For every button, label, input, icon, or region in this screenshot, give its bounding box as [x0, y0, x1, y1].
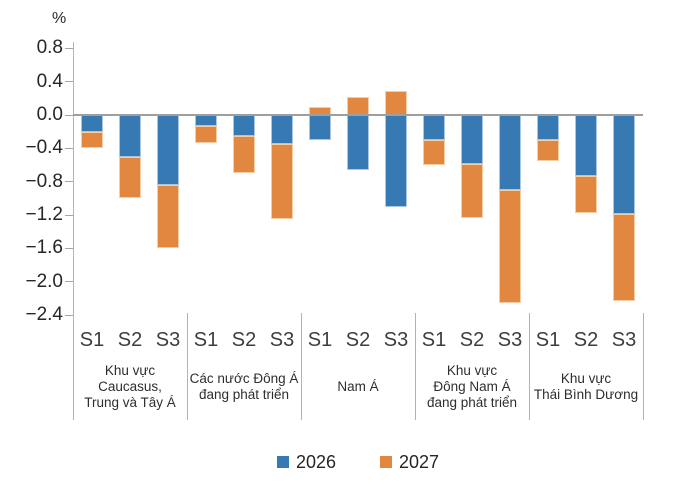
scenario-label: S3	[497, 329, 523, 351]
bar-2026-segment	[537, 115, 559, 140]
group-label-line: đang phát triển	[426, 395, 518, 410]
bar-2026-segment	[81, 115, 103, 132]
y-tick-mark	[65, 247, 73, 249]
y-tick-label: −0.8	[25, 170, 63, 192]
y-tick-label: −0.4	[25, 137, 63, 159]
y-tick-label: −2.0	[25, 270, 63, 292]
bar-2027-segment	[537, 140, 559, 161]
scenario-label: S2	[231, 329, 257, 351]
legend-swatch-2027	[380, 456, 392, 468]
y-tick-label: 0.4	[36, 70, 63, 92]
bar-2027-segment	[157, 185, 179, 248]
bar-2026-segment	[461, 115, 483, 165]
scenario-label: S1	[307, 329, 333, 351]
group-label: Khu vực Caucasus, Trung và Tây Á	[73, 356, 187, 418]
y-tick-mark	[65, 181, 73, 183]
y-axis-line	[73, 42, 74, 420]
bar-2026-segment	[233, 115, 255, 136]
scenario-label: S1	[193, 329, 219, 351]
bar-2026-segment	[423, 115, 445, 140]
scenario-label: S2	[573, 329, 599, 351]
legend-label: 2027	[399, 452, 440, 472]
y-tick-mark	[65, 81, 73, 83]
bar-2027-segment	[423, 140, 445, 165]
bar-2026-segment	[157, 115, 179, 186]
scenario-label: S1	[535, 329, 561, 351]
bar-2027-segment	[233, 135, 255, 174]
bar-2027-segment	[271, 144, 293, 220]
y-tick-label: −1.2	[25, 204, 63, 226]
scenario-label: S2	[117, 329, 143, 351]
group-separator-line	[643, 313, 644, 420]
group-label: Khu vực Thái Bình Dương	[529, 356, 643, 418]
group-label-line: Nam Á	[337, 379, 379, 394]
bar-2027-segment	[195, 125, 217, 143]
group-label-line: đang phát triển	[198, 387, 290, 402]
bar-2026-segment	[499, 115, 521, 191]
bar-2027-segment	[81, 131, 103, 149]
y-tick-mark	[65, 147, 73, 149]
scenario-label: S3	[269, 329, 295, 351]
group-label-line: Khu vực	[446, 363, 498, 378]
bar-2027-segment	[499, 190, 521, 303]
group-label-line: Khu vực	[560, 371, 612, 386]
bar-2027-segment	[575, 175, 597, 214]
y-tick-mark	[65, 314, 73, 316]
group-label-line: Trung và Tây Á	[84, 395, 176, 410]
legend: 2026 2027	[73, 452, 643, 472]
bar-2026-segment	[195, 115, 217, 126]
group-label-line: Đông Nam Á	[433, 379, 511, 394]
group-label-line: Caucasus,	[98, 379, 162, 394]
bar-2027-segment	[613, 214, 635, 301]
bar-2027-segment	[347, 96, 369, 115]
scenario-label: S2	[459, 329, 485, 351]
legend-item-2026: 2026	[276, 452, 336, 472]
scenario-label: S1	[79, 329, 105, 351]
group-label-line: Các nước Đông Á	[189, 371, 299, 386]
y-axis-unit-label: %	[52, 10, 67, 27]
scenario-label: S3	[155, 329, 181, 351]
y-tick-mark	[65, 281, 73, 283]
y-tick-label: −2.4	[25, 304, 63, 326]
scenario-label: S1	[421, 329, 447, 351]
y-tick-mark	[65, 214, 73, 216]
group-label: Nam Á	[301, 356, 415, 418]
group-separator-line	[301, 313, 302, 420]
bar-2027-segment	[119, 156, 141, 199]
group-separator-line	[415, 313, 416, 420]
legend-label: 2026	[295, 452, 336, 472]
group-label-line: Thái Bình Dương	[533, 387, 639, 402]
scenario-label: S2	[345, 329, 371, 351]
bar-2026-segment	[385, 115, 407, 207]
legend-item-2027: 2027	[380, 452, 439, 472]
group-label-line: Khu vực	[104, 363, 156, 378]
bar-2027-segment	[385, 90, 407, 115]
y-tick-mark	[65, 47, 73, 49]
bar-2026-segment	[309, 115, 331, 140]
group-separator-line	[529, 313, 530, 420]
y-tick-mark	[65, 114, 73, 116]
scenario-label: S3	[611, 329, 637, 351]
scenario-label: S3	[383, 329, 409, 351]
bar-2026-segment	[271, 115, 293, 145]
group-separator-line	[187, 313, 188, 420]
y-tick-label: −1.6	[25, 237, 63, 259]
bar-2026-segment	[119, 115, 141, 157]
bar-2026-segment	[347, 115, 369, 171]
legend-swatch-2026	[276, 456, 289, 468]
y-tick-label: 0.0	[36, 104, 63, 125]
y-tick-label: 0.8	[36, 37, 63, 59]
bar-2026-segment	[575, 115, 597, 176]
bar-2027-segment	[461, 164, 483, 218]
bar-2026-segment	[613, 115, 635, 215]
zero-axis-line	[73, 114, 643, 116]
